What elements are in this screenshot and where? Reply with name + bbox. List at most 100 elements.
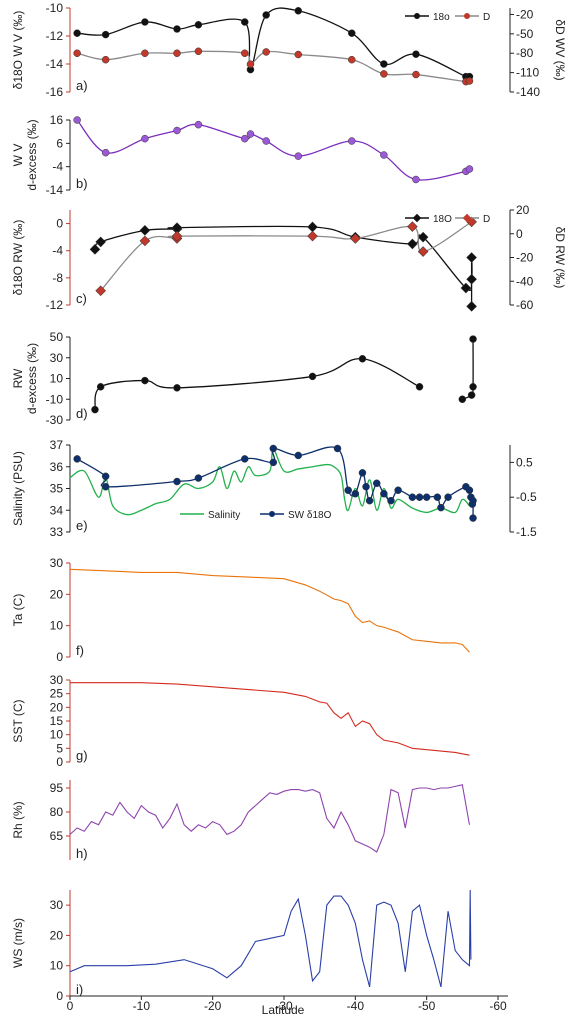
y2-tick-label: -50 <box>516 27 534 41</box>
data-point <box>171 222 183 233</box>
legend-label: 18o <box>433 12 450 23</box>
data-point <box>262 48 270 56</box>
y-tick-label: 16 <box>50 113 64 127</box>
data-point <box>365 496 374 505</box>
data-point <box>294 7 303 15</box>
legend-swatch-marker <box>462 213 472 223</box>
y-axis-label: δ18O RW (‰) <box>11 220 25 296</box>
data-point <box>458 395 467 403</box>
data-point <box>469 335 477 343</box>
data-point <box>171 230 183 242</box>
data-point <box>141 134 149 143</box>
data-point <box>412 70 420 79</box>
panel-c: 0 -4 -8 -12 δ18O RW (‰) 20 0 -20 -40 -60 δD RW (‰)… <box>11 203 566 312</box>
y-tick-label: -16 <box>46 85 64 99</box>
data-point <box>351 489 360 498</box>
x-axis-label: Latitude <box>262 1003 305 1017</box>
data-point <box>412 50 420 58</box>
data-point <box>307 221 318 233</box>
x-tick-label: -30 <box>275 999 293 1013</box>
data-point <box>422 493 431 501</box>
data-point <box>73 49 81 57</box>
data-point <box>139 225 151 236</box>
y-tick-label: -30 <box>46 413 64 427</box>
series-line <box>76 446 474 519</box>
legend-label: Salinity <box>208 510 240 521</box>
y-tick-label: 20 <box>50 587 64 601</box>
y-tick-label: 0 <box>56 755 63 769</box>
data-point <box>294 451 303 460</box>
data-point <box>194 120 203 129</box>
data-point <box>465 486 474 494</box>
panel-f: 30 20 10 0 Ta (C) f) <box>11 556 470 664</box>
y-tick-label: 50 <box>50 330 64 344</box>
data-point <box>173 384 181 392</box>
y2-axis-label: δD WV (‰) <box>553 19 566 80</box>
panel-e: 37 36 35 34 33 Salinity (PSU) 0.5 -0.5 -1.5 e) Sal… <box>11 438 537 539</box>
y-tick-label: 33 <box>50 525 64 539</box>
data-point <box>73 116 81 124</box>
data-point <box>467 391 476 399</box>
data-point <box>465 165 474 173</box>
data-point <box>141 376 149 385</box>
data-point <box>466 252 477 263</box>
y-tick-label: 10 <box>50 959 64 973</box>
data-point <box>246 130 255 138</box>
data-point <box>433 493 442 501</box>
y2-tick-label: -80 <box>516 46 534 60</box>
data-point <box>380 60 388 68</box>
x-tick-label: -10 <box>133 999 151 1013</box>
series-line <box>76 50 472 83</box>
data-point <box>141 49 149 57</box>
y-tick-label: 15 <box>50 714 64 728</box>
data-point <box>358 355 367 363</box>
y-tick-label: -12 <box>46 298 64 312</box>
data-point <box>262 11 270 19</box>
data-point <box>465 77 474 85</box>
y-tick-label: 10 <box>50 619 64 633</box>
data-point <box>407 238 418 250</box>
data-point <box>173 25 181 33</box>
y-axis-label: d-excess (‰) <box>25 343 39 414</box>
y-tick-label: 0 <box>56 650 63 664</box>
y2-axis-label: δD RW (‰) <box>553 227 566 289</box>
panel-d: 50 30 10 -10 -30 RW d-excess (‰) d) <box>11 330 477 427</box>
data-point <box>95 236 106 248</box>
data-point <box>408 493 417 501</box>
data-point <box>350 233 361 244</box>
y-tick-label: -10 <box>46 1 64 15</box>
y-tick-label: 6 <box>56 136 63 150</box>
data-point <box>262 137 270 145</box>
y-tick-label: -12 <box>46 29 64 43</box>
y-tick-label: -8 <box>52 271 63 285</box>
data-point <box>469 383 477 391</box>
data-point <box>308 372 317 381</box>
data-point <box>412 175 420 184</box>
legend-label: SW δ18O <box>288 510 332 521</box>
y-tick-label: -14 <box>46 183 64 197</box>
data-point <box>437 503 445 512</box>
y-tick-label: 37 <box>50 438 64 452</box>
panel-label: h) <box>76 846 88 861</box>
data-point <box>194 47 203 56</box>
y-tick-label: 80 <box>50 805 64 819</box>
data-point <box>241 18 249 26</box>
y-tick-label: 20 <box>50 700 64 714</box>
data-point <box>73 29 81 37</box>
y-axis-label: SST (C) <box>11 699 25 742</box>
legend: 18O D <box>405 213 490 225</box>
panel-a: -10 -12 -14 -16 δ18O W V (‰) -20 -50 -80 -110 -14… <box>11 1 566 99</box>
panel-label: c) <box>76 291 87 306</box>
y2-tick-label: 0.5 <box>516 455 533 469</box>
series-line <box>100 221 472 292</box>
legend-swatch-marker <box>269 511 275 517</box>
data-point <box>246 60 255 68</box>
series-line <box>69 568 470 653</box>
y-tick-label: -14 <box>46 57 64 71</box>
data-point <box>394 486 402 494</box>
data-point <box>469 514 477 522</box>
data-point <box>380 70 388 78</box>
y2-tick-label: -20 <box>516 251 534 265</box>
y-tick-label: 65 <box>50 829 64 843</box>
